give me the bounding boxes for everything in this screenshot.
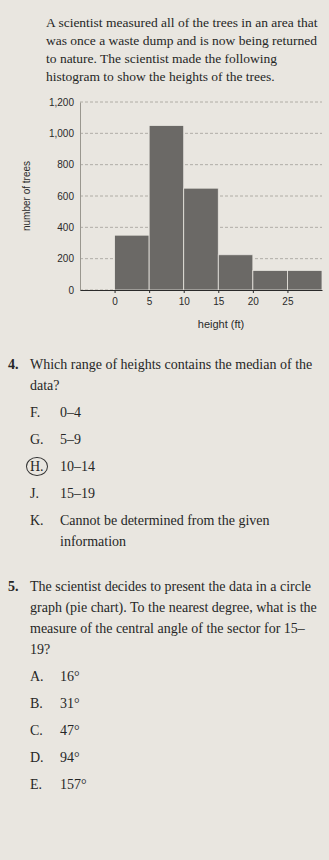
x-tick-label: 0 — [112, 296, 118, 307]
answer-option: A. 16° — [30, 666, 321, 687]
x-tick: 5 — [147, 290, 153, 307]
option-letter: D. — [30, 750, 44, 765]
option-letter-box: B. — [30, 693, 60, 714]
question-number: 4. — [8, 354, 30, 396]
grid — [80, 102, 322, 290]
answer-option: D. 94° — [30, 747, 321, 768]
option-letter: K. — [30, 513, 44, 528]
x-tick: 25 — [282, 290, 294, 307]
option-text: 94° — [60, 747, 80, 768]
option-text: 31° — [60, 693, 80, 714]
x-tick-mark — [149, 290, 150, 293]
option-letter: F. — [30, 405, 40, 420]
bar — [287, 270, 322, 290]
x-tick-mark — [115, 290, 116, 293]
x-tick-mark — [253, 290, 254, 293]
x-tick-label: 15 — [213, 296, 225, 307]
y-tick-label: 600 — [57, 191, 74, 202]
x-axis: 0 5 10 15 20 25 — [81, 290, 323, 307]
option-letter-box: D. — [30, 747, 60, 768]
x-tick-label: 20 — [248, 296, 260, 307]
y-tick: 800 — [57, 159, 80, 170]
y-tick-label: 400 — [57, 222, 74, 233]
x-tick: 10 — [179, 290, 191, 307]
option-letter-box: J. — [30, 483, 60, 504]
option-letter: G. — [30, 432, 44, 447]
question-stem: 5.The scientist decides to present the d… — [8, 576, 321, 660]
option-text: 15–19 — [60, 483, 95, 504]
answer-option: F. 0–4 — [30, 402, 321, 423]
option-text: 47° — [60, 720, 80, 741]
option-text: 5–9 — [60, 429, 81, 450]
y-tick: 200 — [57, 253, 80, 264]
y-tick: 1,000 — [49, 128, 80, 139]
answer-option: H.10–14 — [30, 456, 321, 477]
circled-letter: H. — [26, 457, 48, 476]
bar — [184, 188, 219, 290]
option-letter: A. — [30, 669, 44, 684]
option-letter-box: E. — [30, 774, 60, 795]
option-letter-box: H. — [30, 456, 60, 477]
x-tick-label: 25 — [282, 296, 294, 307]
x-axis-title: height (ft) — [198, 318, 244, 330]
option-text: 10–14 — [60, 456, 95, 477]
question-stem: 4.Which range of heights contains the me… — [8, 354, 321, 396]
option-letter-box: F. — [30, 402, 60, 423]
grid-line — [80, 133, 322, 134]
intro-text: A scientist measured all of the trees in… — [46, 14, 321, 86]
y-tick: 600 — [57, 191, 80, 202]
y-tick: 0 — [68, 285, 80, 296]
x-tick: 0 — [112, 290, 118, 307]
y-tick-label: 800 — [57, 159, 74, 170]
answer-option: G. 5–9 — [30, 429, 321, 450]
histogram: 0 200 400 600 800 1,000 1,200 0 5 10 15 20 25 height … — [0, 90, 329, 340]
option-letter: B. — [30, 696, 43, 711]
x-tick-mark — [218, 290, 219, 293]
grid-line — [80, 102, 322, 103]
y-tick-label: 1,200 — [49, 97, 74, 108]
bar — [253, 270, 288, 290]
option-text: 16° — [60, 666, 80, 687]
grid-line — [80, 164, 322, 165]
y-tick-label: 0 — [68, 285, 74, 296]
y-tick-label: 1,000 — [49, 128, 74, 139]
question: 4.Which range of heights contains the me… — [8, 354, 321, 552]
answer-option: B. 31° — [30, 693, 321, 714]
option-text: 0–4 — [60, 402, 81, 423]
x-tick-mark — [184, 290, 185, 293]
answer-option: E. 157° — [30, 774, 321, 795]
x-tick: 15 — [213, 290, 225, 307]
x-tick: 20 — [248, 290, 260, 307]
x-axis-line — [81, 290, 323, 291]
answer-option: K. Cannot be determined from the given in… — [30, 510, 321, 552]
question: 5.The scientist decides to present the d… — [8, 576, 321, 795]
bars — [115, 126, 322, 291]
option-letter: E. — [30, 777, 42, 792]
option-letter-box: C. — [30, 720, 60, 741]
y-tick: 400 — [57, 222, 80, 233]
bar — [115, 235, 150, 290]
option-letter-box: A. — [30, 666, 60, 687]
y-tick-label: 200 — [57, 253, 74, 264]
option-text: Cannot be determined from the given info… — [60, 510, 321, 552]
x-tick-label: 5 — [147, 296, 153, 307]
option-letter-box: G. — [30, 429, 60, 450]
option-text: 157° — [60, 774, 87, 795]
question-text: Which range of heights contains the medi… — [30, 354, 321, 396]
question-number: 5. — [8, 576, 30, 660]
answer-option: J. 15–19 — [30, 483, 321, 504]
y-axis-title: number of trees — [21, 161, 32, 231]
option-letter-box: K. — [30, 510, 60, 552]
question-text: The scientist decides to present the dat… — [30, 576, 321, 660]
y-axis: 0 200 400 600 800 1,000 1,200 — [49, 97, 81, 296]
x-tick-mark — [287, 290, 288, 293]
y-tick: 1,200 — [49, 97, 80, 108]
option-letter: J. — [30, 486, 39, 501]
y-axis-line — [80, 103, 81, 291]
answer-option: C. 47° — [30, 720, 321, 741]
bar — [149, 126, 184, 291]
bar — [218, 255, 253, 290]
x-tick-label: 10 — [179, 296, 191, 307]
option-letter: C. — [30, 723, 43, 738]
